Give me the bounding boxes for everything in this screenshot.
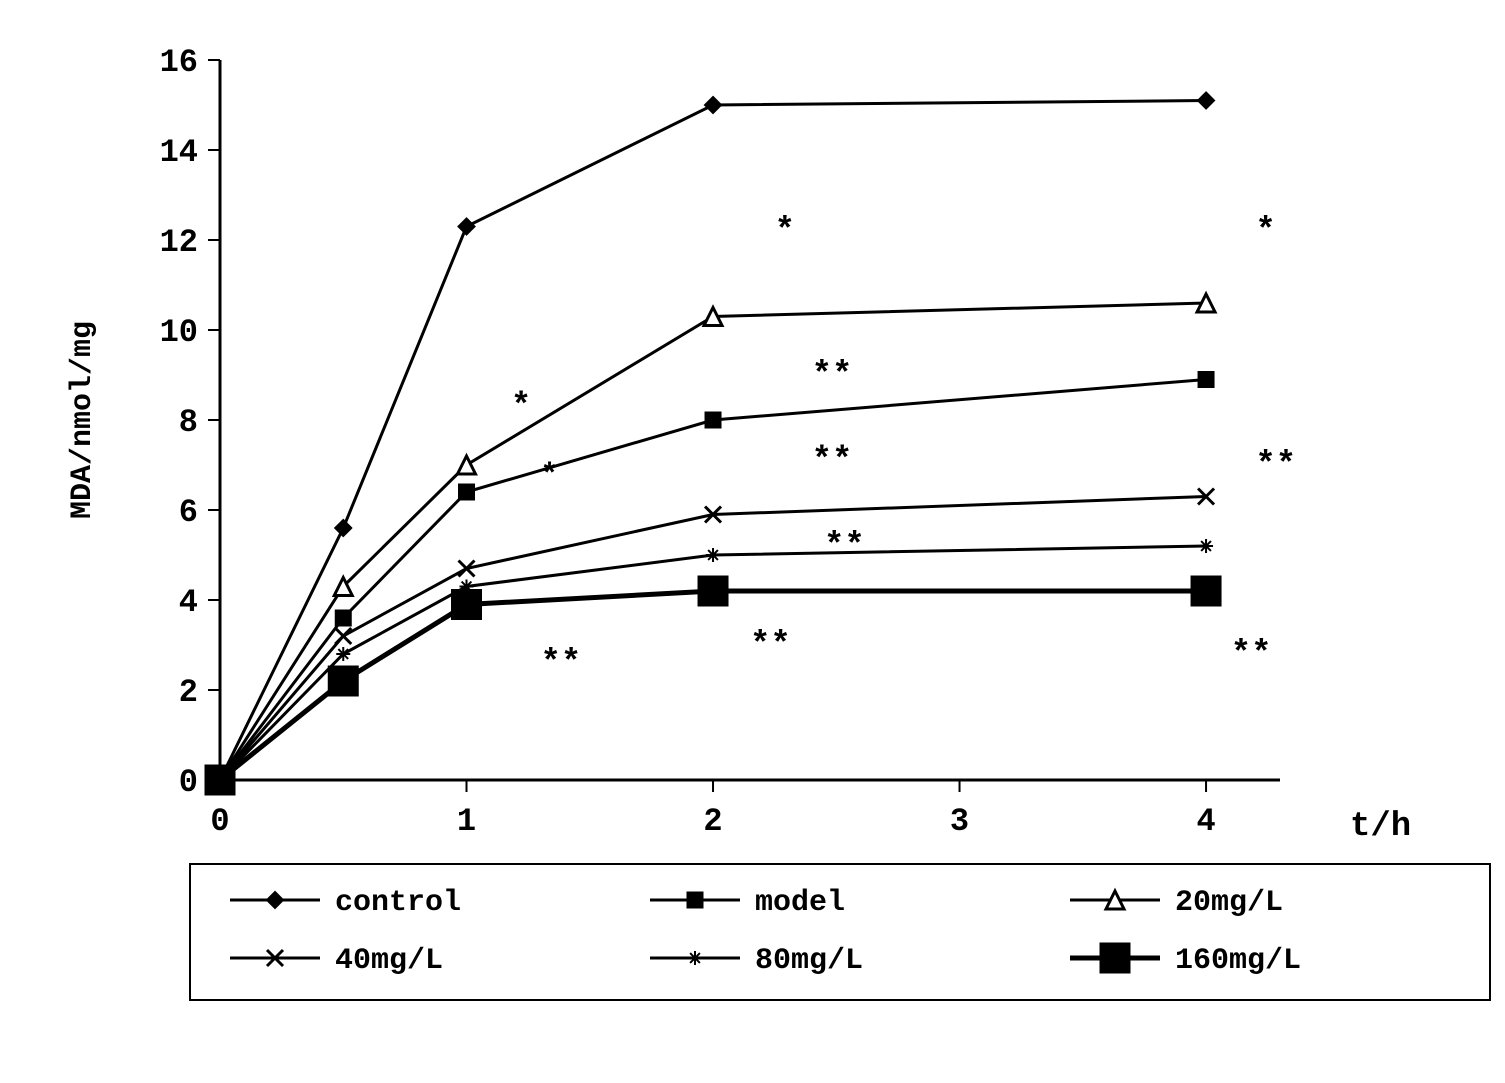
significance-annotation: * bbox=[540, 459, 558, 493]
significance-annotation: * bbox=[511, 389, 531, 427]
series-line bbox=[220, 303, 1206, 780]
series-line bbox=[220, 591, 1206, 780]
y-tick-label: 12 bbox=[160, 224, 198, 261]
significance-annotation: ** bbox=[812, 443, 853, 481]
x-tick-label: 0 bbox=[210, 803, 229, 840]
y-tick-label: 6 bbox=[179, 494, 198, 531]
x-tick-label: 4 bbox=[1196, 803, 1215, 840]
y-tick-label: 14 bbox=[160, 134, 198, 171]
y-tick-label: 16 bbox=[160, 44, 198, 81]
line-chart: 024681012141601234t/hMDA/nmol/mg********… bbox=[20, 20, 1505, 1063]
series-160mg/L bbox=[205, 576, 1221, 795]
x-axis-title: t/h bbox=[1350, 808, 1411, 846]
y-tick-label: 4 bbox=[179, 584, 198, 621]
significance-annotation: * bbox=[1255, 213, 1275, 251]
significance-annotation: ** bbox=[824, 528, 865, 566]
y-tick-label: 10 bbox=[160, 314, 198, 351]
y-tick-label: 8 bbox=[179, 404, 198, 441]
legend: control model 20mg/L 40mg/L 80mg/L 160mg/L bbox=[230, 886, 1301, 978]
x-tick-label: 1 bbox=[457, 803, 476, 840]
legend-label: model bbox=[755, 886, 845, 920]
y-tick-label: 2 bbox=[179, 674, 198, 711]
significance-annotation: ** bbox=[750, 627, 791, 665]
significance-annotation: ** bbox=[1231, 636, 1272, 674]
series-40mg/L bbox=[212, 489, 1214, 789]
significance-annotation: * bbox=[775, 213, 795, 251]
chart-container: 024681012141601234t/hMDA/nmol/mg********… bbox=[20, 20, 1505, 1063]
significance-annotation: ** bbox=[1255, 447, 1296, 485]
legend-label: 20mg/L bbox=[1175, 886, 1283, 920]
series-line bbox=[220, 101, 1206, 781]
x-tick-label: 2 bbox=[703, 803, 722, 840]
series-control bbox=[212, 93, 1214, 789]
x-tick-label: 3 bbox=[950, 803, 969, 840]
series-20mg/L bbox=[211, 294, 1215, 789]
legend-label: 40mg/L bbox=[335, 944, 443, 978]
y-axis-title: MDA/nmol/mg bbox=[66, 321, 100, 519]
legend-label: 80mg/L bbox=[755, 944, 863, 978]
y-tick-label: 0 bbox=[179, 764, 198, 801]
significance-annotation: ** bbox=[812, 357, 853, 395]
series-line bbox=[220, 497, 1206, 781]
significance-annotation: ** bbox=[540, 645, 581, 683]
legend-label: 160mg/L bbox=[1175, 944, 1301, 978]
legend-border bbox=[190, 864, 1490, 1000]
legend-label: control bbox=[335, 886, 461, 920]
